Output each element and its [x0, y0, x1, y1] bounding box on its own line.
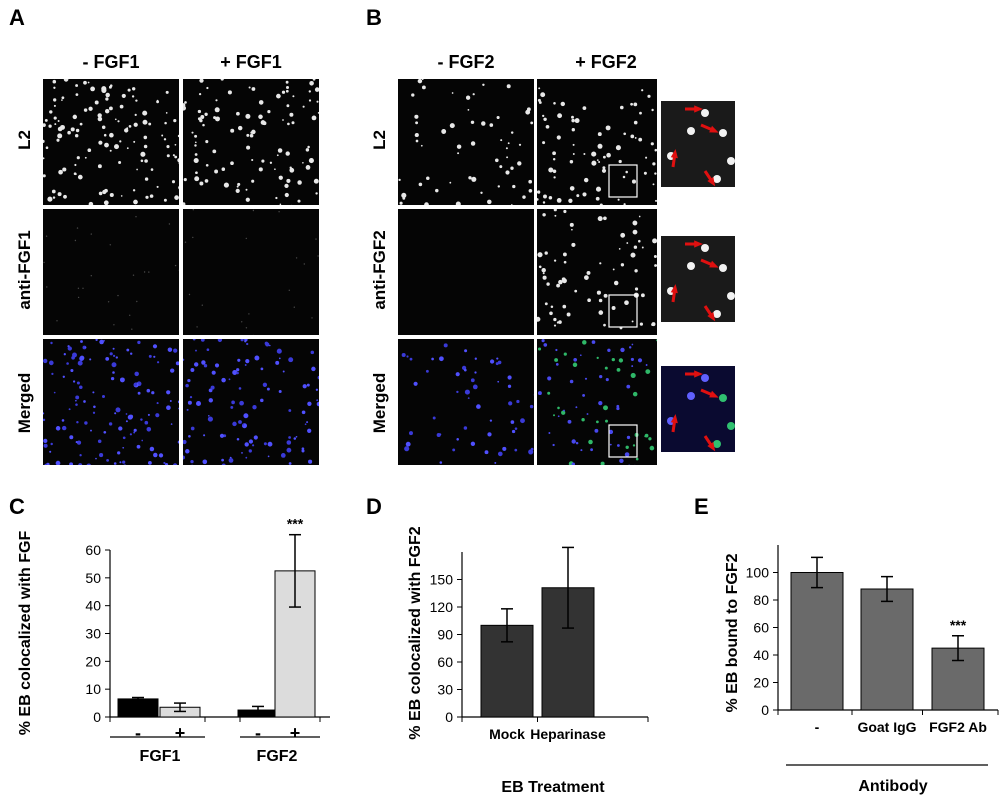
chart-d-x-axis-label: EB Treatment: [501, 779, 605, 796]
micrograph-b-l2-inset: [660, 100, 736, 188]
chart-d-y-tick-label: 0: [445, 709, 453, 725]
chart-e-bar: [860, 588, 914, 711]
chart-d-y-tick-label: 30: [437, 682, 453, 698]
micrograph-a-minus-merged: [42, 338, 180, 466]
chart-c-category-label: +: [290, 723, 301, 743]
chart-e-category-label: Goat IgG: [857, 719, 916, 735]
chart-d-y-axis-label: % EB colocalized with FGF2: [407, 526, 424, 739]
chart-d-y-tick-label: 90: [437, 627, 453, 643]
micrograph-a-plus-anti-fgf1: [182, 208, 320, 336]
chart-e-significance-annotation: ***: [950, 617, 967, 633]
panel-label-b: B: [366, 5, 382, 30]
chart-e-y-tick-label: 0: [761, 702, 769, 718]
micrograph-a-plus-l2: [182, 78, 320, 206]
chart-d-category-label: Mock: [489, 726, 525, 742]
chart-d-y-tick-label: 150: [430, 572, 454, 588]
micrograph-a-minus-anti-fgf1: [42, 208, 180, 336]
chart-e-y-tick-label: 80: [753, 592, 769, 608]
micrograph-a-minus-l2: [42, 78, 180, 206]
chart-c-category-label: -: [255, 723, 261, 743]
micrograph-b-minus-l2: [397, 78, 535, 206]
panel-label-e: E: [694, 494, 709, 519]
chart-c-bar: [117, 698, 159, 718]
chart-c-y-tick-label: 0: [93, 709, 101, 725]
chart-e-bar: [931, 647, 985, 711]
micrograph-a-plus-merged: [182, 338, 320, 466]
chart-c-y-tick-label: 30: [85, 626, 101, 642]
chart-e-category-label: -: [815, 719, 820, 735]
panel-a-column-plus-fgf1: + FGF1: [220, 52, 282, 72]
chart-c-group-label-fgf1: FGF1: [140, 748, 181, 765]
micrograph-b-minus-anti-fgf2: [397, 208, 535, 336]
chart-c-significance-annotation: ***: [287, 516, 304, 532]
panel-a-column-minus-fgf1: - FGF1: [82, 52, 140, 72]
chart-d-y-tick-label: 60: [437, 654, 453, 670]
chart-c-y-tick-label: 40: [85, 598, 101, 614]
chart-e-y-tick-label: 60: [753, 620, 769, 636]
chart-c-category-label: +: [175, 723, 186, 743]
chart-c-group-label-fgf2: FGF2: [257, 748, 298, 765]
chart-d-y-tick-label: 120: [430, 599, 454, 615]
chart-c-category-label: -: [135, 723, 141, 743]
chart-c-y-tick-label: 10: [85, 681, 101, 697]
chart-e-category-label: FGF2 Ab: [929, 719, 987, 735]
panel-b-column-plus-fgf2: + FGF2: [575, 52, 637, 72]
panel-label-a: A: [9, 5, 25, 30]
chart-d-category-label: Heparinase: [530, 726, 606, 742]
chart-c-y-tick-label: 50: [85, 570, 101, 586]
chart-e-x-axis-label: Antibody: [858, 778, 927, 795]
micrograph-b-plus-l2: [536, 78, 658, 206]
chart-c-y-tick-label: 60: [85, 542, 101, 558]
chart-e-y-tick-label: 40: [753, 647, 769, 663]
chart-e-bar: [790, 572, 844, 711]
panel-b-column-minus-fgf2: - FGF2: [437, 52, 495, 72]
micrograph-b-plus-merged: [536, 338, 658, 466]
panel-label-d: D: [366, 494, 382, 519]
chart-c-y-axis-label: % EB colocalized with FGF: [17, 531, 34, 736]
chart-e-y-tick-label: 100: [746, 565, 770, 581]
panel-label-c: C: [9, 494, 25, 519]
chart-e-y-axis-label: % EB bound to FGF2: [724, 553, 741, 712]
micrograph-b-anti-fgf2-inset: [660, 235, 736, 323]
micrograph-b-minus-merged: [397, 338, 535, 466]
micrograph-b-plus-anti-fgf2: [536, 208, 658, 336]
micrograph-b-merged-inset: [660, 365, 736, 453]
chart-c-y-tick-label: 20: [85, 653, 101, 669]
chart-e-y-tick-label: 20: [753, 675, 769, 691]
